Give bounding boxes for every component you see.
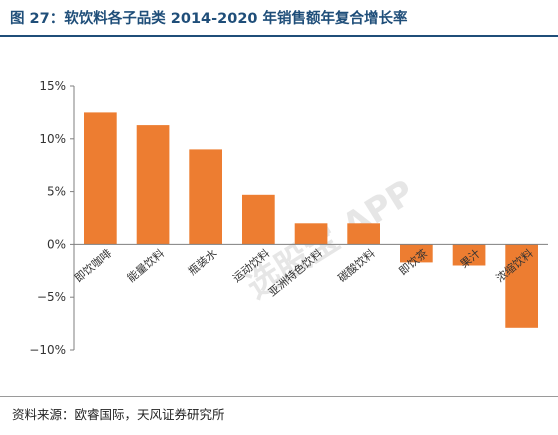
y-tick-label: 0% (47, 237, 66, 251)
source-note: 资料来源：欧睿国际，天风证券研究所 (12, 407, 225, 422)
footer-divider (0, 396, 558, 397)
y-tick-label: 15% (39, 79, 66, 93)
category-label: 瓶装水 (185, 246, 219, 278)
bar-3 (189, 149, 222, 245)
title-divider (0, 35, 558, 37)
bar-7 (400, 244, 433, 263)
bar-2 (136, 125, 170, 245)
bar-4 (242, 194, 275, 245)
bar-5 (294, 223, 328, 245)
bar-1 (84, 112, 117, 245)
bar-chart: 选股宝 APP 15%10%5%0%−5%−10% 即饮咖啡 能量饮料 瓶装水 运动饮… (29, 79, 548, 357)
y-tick-label: 5% (47, 185, 66, 199)
bars-group (84, 112, 538, 328)
bar-9 (505, 244, 538, 328)
y-ticks-group: 15% 10% 5% 0% −5% −10% (29, 79, 74, 357)
y-tick-label: −5% (37, 290, 66, 304)
category-label: 能量饮料 (124, 246, 167, 285)
bar-8 (452, 244, 486, 266)
page-title: 图 27：软饮料各子品类 2014-2020 年销售额年复合增长率 (10, 11, 408, 27)
category-label: 即饮咖啡 (72, 246, 115, 285)
y-tick-label: −10% (29, 343, 66, 357)
y-tick-label: 10% (39, 132, 66, 146)
bar-6 (347, 223, 380, 245)
